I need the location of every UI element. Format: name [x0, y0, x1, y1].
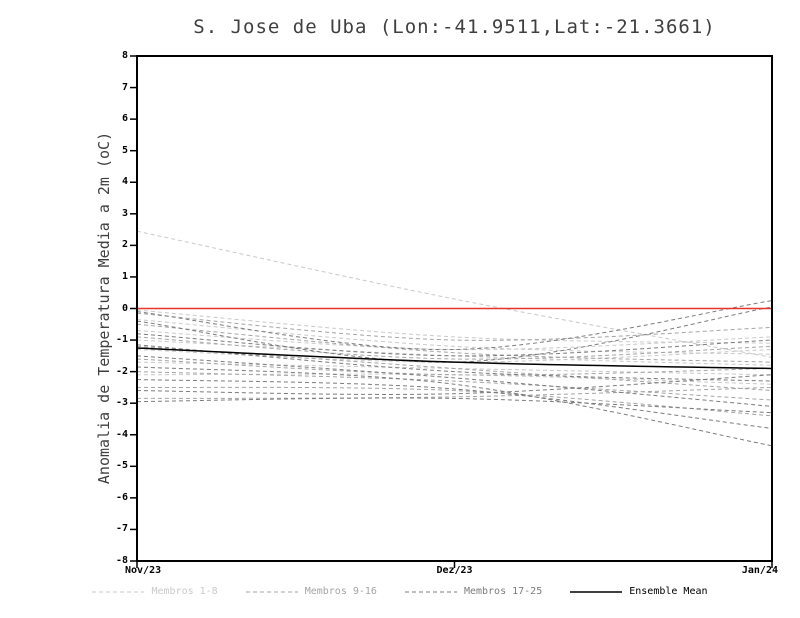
ensemble-member-line — [136, 309, 773, 344]
legend-entry: Membros 17-25 — [404, 586, 543, 597]
ensemble-member-line — [136, 397, 773, 414]
ensemble-member-line — [136, 306, 773, 363]
ensemble-member-line — [136, 358, 773, 376]
legend: Membros 1-8 Membros 9-16 Membros 17-25 Ense… — [0, 586, 800, 597]
legend-dashed-line-icon — [404, 591, 457, 592]
legend-label: Ensemble Mean — [629, 586, 708, 597]
ensemble-member-line — [136, 319, 773, 355]
ensemble-member-line — [136, 230, 773, 358]
ensemble-member-line — [136, 379, 773, 429]
legend-dashed-line-icon — [245, 591, 298, 592]
legend-entry: Membros 1-8 — [92, 586, 218, 597]
legend-entry: Ensemble Mean — [570, 586, 708, 597]
legend-label: Membros 9-16 — [304, 586, 377, 597]
ensemble-mean-line — [136, 347, 773, 370]
ensemble-member-line — [136, 344, 773, 382]
ensemble-member-line — [136, 371, 773, 401]
legend-solid-line-icon — [570, 590, 623, 593]
legend-dashed-line-icon — [92, 591, 145, 592]
legend-entry: Membros 9-16 — [245, 586, 377, 597]
legend-label: Membros 1-8 — [151, 586, 218, 597]
ensemble-member-line — [136, 330, 773, 351]
ensemble-member-line — [136, 386, 773, 399]
chart-title: S. Jose de Uba (Lon:-41.9511,Lat:-21.366… — [193, 16, 716, 38]
ensemble-member-line — [136, 333, 773, 357]
ensemble-member-line — [136, 323, 773, 363]
ensemble-member-line — [136, 336, 773, 360]
ensemble-member-line — [136, 355, 773, 407]
ensemble-member-line — [136, 312, 773, 341]
ensemble-member-line — [136, 366, 773, 447]
legend-label: Membros 17-25 — [463, 586, 543, 597]
ensemble-member-line — [136, 345, 773, 392]
ensemble-member-line — [136, 374, 773, 395]
ensemble-member-line — [136, 386, 773, 417]
ensemble-member-line — [136, 300, 773, 351]
